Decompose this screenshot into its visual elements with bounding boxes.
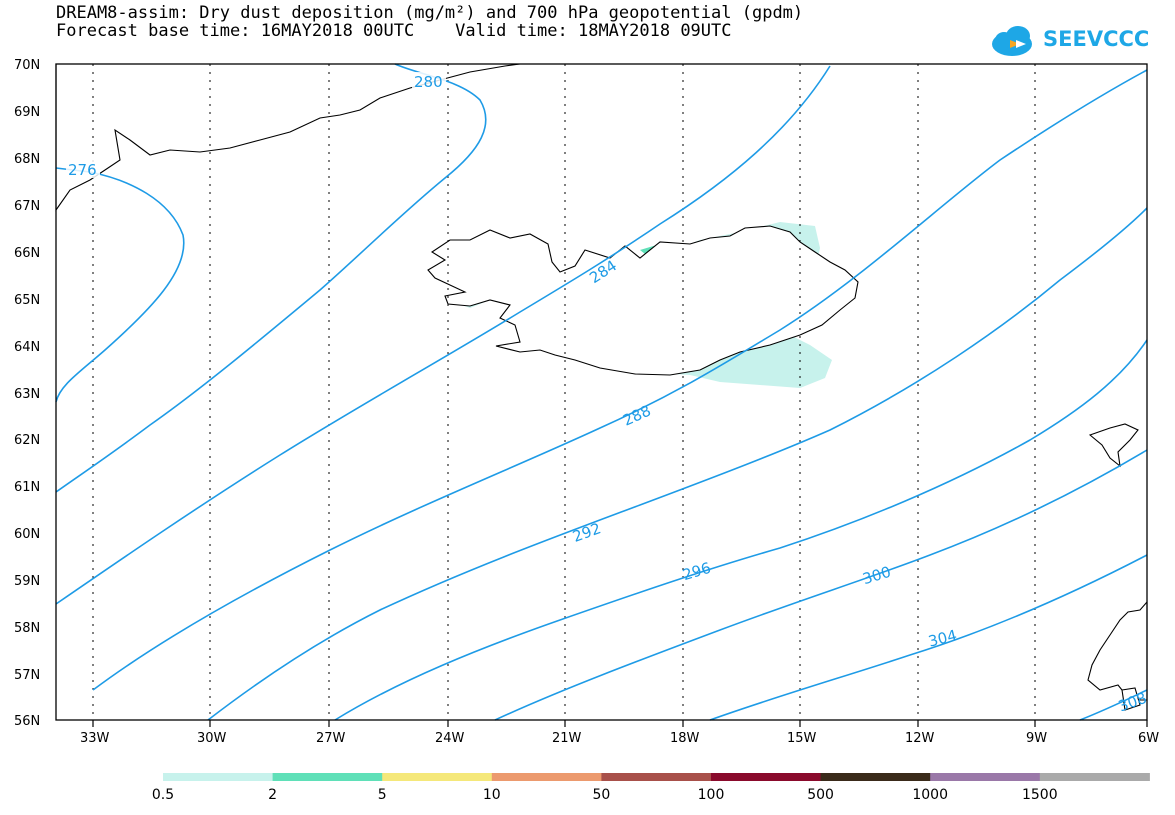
faroe-islands: [1088, 423, 1139, 468]
cloud-icon: [992, 26, 1032, 56]
contour-300: [494, 449, 1148, 721]
colorbar-swatch-2: [382, 773, 493, 781]
lat-label-56n: 56N: [14, 714, 40, 729]
colorbar-label-1: 2: [268, 787, 278, 803]
contour-280: [55, 63, 487, 493]
lon-label-12w: 12W: [905, 731, 935, 746]
lon-label-15w: 15W: [787, 731, 817, 746]
lon-label-9w: 9W: [1026, 731, 1047, 746]
seevccc-logo: [992, 26, 1032, 56]
colorbar-label-2: 5: [377, 787, 387, 803]
lat-label-59n: 59N: [14, 574, 40, 589]
lat-label-57n: 57N: [14, 668, 40, 683]
colorbar-label-4: 50: [592, 787, 611, 803]
colorbar-label-5: 100: [697, 787, 725, 803]
contour-284: [55, 65, 831, 605]
lat-label-58n: 58N: [14, 621, 40, 636]
contour-308: [1079, 689, 1148, 721]
contour-304: [709, 554, 1148, 721]
colorbar-swatch-7: [930, 773, 1041, 781]
colorbar-label-7: 1000: [912, 787, 949, 803]
geopotential-contours: [55, 63, 1148, 721]
contour-296: [334, 339, 1148, 721]
map-title: DREAM8-assim: Dry dust deposition (mg/m²…: [56, 3, 804, 23]
colorbar-label-0: 0.5: [151, 787, 175, 803]
lon-label-30w: 30W: [197, 731, 227, 746]
axis-ticks: [92, 720, 1148, 727]
colorbar-swatch-1: [272, 773, 383, 781]
coastlines: [55, 63, 1148, 711]
colorbar-swatch-8: [1039, 773, 1150, 781]
lon-label-27w: 27W: [316, 731, 346, 746]
colorbar: [163, 773, 1150, 781]
lat-label-62n: 62N: [14, 433, 40, 448]
contour-label-280: 280: [414, 73, 443, 91]
colorbar-swatch-0: [163, 773, 274, 781]
colorbar-label-3: 10: [482, 787, 501, 803]
iceland-coastline: [427, 225, 859, 376]
contour-288: [92, 69, 1148, 691]
lat-label-64n: 64N: [14, 340, 40, 355]
lat-label-67n: 67N: [14, 199, 40, 214]
lat-label-63n: 63N: [14, 387, 40, 402]
colorbar-label-8: 1500: [1021, 787, 1058, 803]
lat-label-66n: 66N: [14, 246, 40, 261]
lon-label-24w: 24W: [435, 731, 465, 746]
lat-label-69n: 69N: [14, 105, 40, 120]
map-frame: [55, 63, 1148, 721]
lon-label-18w: 18W: [670, 731, 700, 746]
colorbar-swatch-3: [491, 773, 602, 781]
lon-label-6w: 6W: [1138, 731, 1159, 746]
graticule: [92, 64, 1036, 720]
longitude-labels: 33W 30W 27W 24W 21W 18W 15W 12W 9W 6W: [80, 731, 1159, 746]
lat-label-68n: 68N: [14, 152, 40, 167]
colorbar-label-6: 500: [807, 787, 834, 803]
latitude-labels: 70N 69N 68N 67N 66N 65N 64N 63N 62N 61N …: [14, 58, 40, 729]
colorbar-swatch-5: [711, 773, 822, 781]
lon-label-21w: 21W: [552, 731, 582, 746]
greenland-coastline: [55, 63, 521, 212]
lat-label-70n: 70N: [14, 58, 40, 73]
lat-label-65n: 65N: [14, 293, 40, 308]
lat-label-60n: 60N: [14, 527, 40, 542]
contour-label-276: 276: [68, 161, 97, 179]
map-subtitle: Forecast base time: 16MAY2018 00UTC Vali…: [56, 21, 732, 41]
lon-label-33w: 33W: [80, 731, 110, 746]
hebrides: [1121, 687, 1141, 711]
colorbar-swatch-4: [601, 773, 712, 781]
logo-text: SEEVCCC: [1043, 27, 1150, 51]
lat-label-61n: 61N: [14, 480, 40, 495]
colorbar-swatch-6: [820, 773, 931, 781]
contour-292: [207, 207, 1148, 721]
contour-276: [55, 167, 185, 403]
